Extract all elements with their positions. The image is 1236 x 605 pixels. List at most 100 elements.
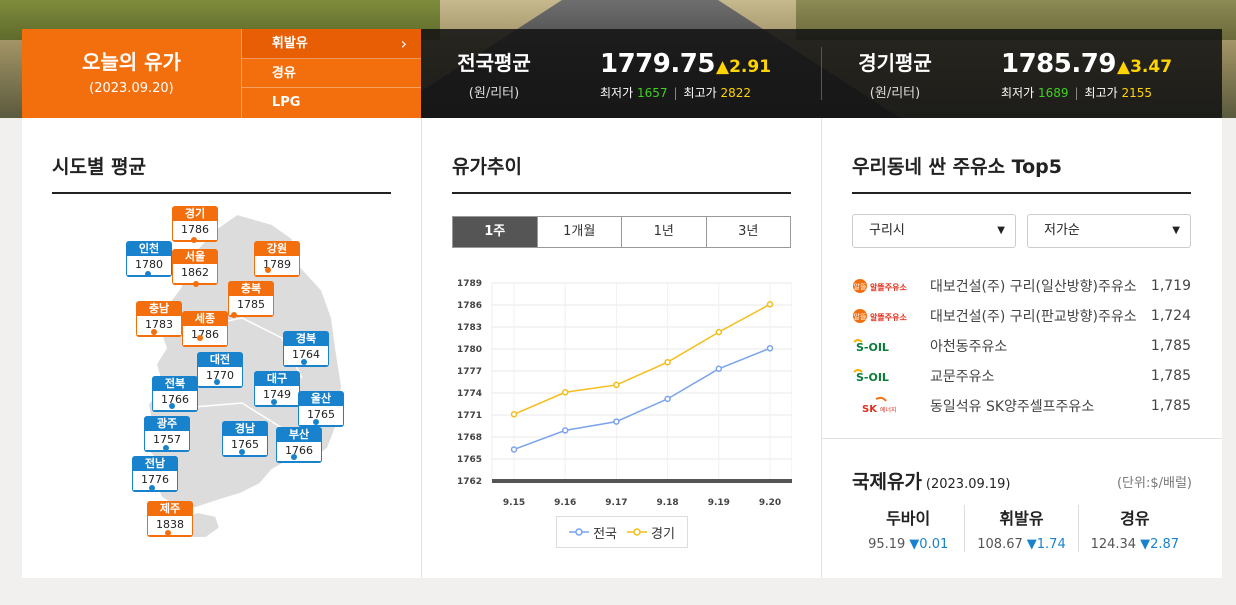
region-pin[interactable]: 충북 1785: [228, 281, 274, 317]
region-pin[interactable]: 부산 1766: [276, 427, 322, 463]
region-pin[interactable]: 울산 1765: [298, 391, 344, 427]
tab-diesel[interactable]: 경유: [241, 59, 421, 89]
region-pin[interactable]: 전남 1776: [132, 456, 178, 492]
region-pin-value: 1764: [284, 346, 328, 365]
region-pin-value: 1862: [173, 264, 217, 283]
region-pin-value: 1786: [173, 221, 217, 240]
station-row[interactable]: S-OIL 교문주유소 1,785: [852, 361, 1191, 391]
legend-item-national[interactable]: 전국: [569, 523, 617, 542]
cheap-station-section: 우리동네 싼 주유소 Top5 구리시 ▼ 저가순 ▼ 알뜰 알뜰주유소 대보건설(…: [822, 118, 1222, 578]
station-row[interactable]: S-OIL 아천동주유소 1,785: [852, 331, 1191, 361]
gyeonggi-average: 경기평균 (원/리터) 1785.79 ▲3.47 최저가 1689 | 최고가 2…: [822, 29, 1222, 118]
today-date: (2023.09.20): [89, 81, 174, 96]
region-pin[interactable]: 경남 1765: [222, 421, 268, 457]
intl-diesel-change: ▼2.87: [1140, 537, 1180, 552]
sort-select[interactable]: 저가순 ▼: [1027, 214, 1191, 248]
price-trend-section: 유가추이 1주 1개월 1년 3년 1762 1765 1768 1771 1774 17…: [422, 118, 822, 578]
intl-diesel-value: 124.34: [1090, 537, 1137, 552]
intl-gasoline-name: 휘발유: [999, 509, 1044, 528]
national-min-max: 최저가 1657 | 최고가 2822: [600, 84, 751, 101]
national-title: 전국평균: [457, 51, 531, 75]
region-pin[interactable]: 경북 1764: [283, 331, 329, 367]
x-tick-label: 9.15: [503, 498, 525, 508]
region-pin-name: 대구: [266, 372, 288, 385]
region-pin[interactable]: 충남 1783: [136, 301, 182, 337]
region-pin-dot: [149, 485, 155, 491]
national-unit: (원/리터): [468, 86, 520, 101]
region-select-value: 구리시: [869, 223, 905, 238]
tab-1-week[interactable]: 1주: [453, 217, 538, 247]
intl-title-group: 국제유가 (2023.09.19): [852, 467, 1011, 494]
region-pin[interactable]: 강원 1789: [254, 241, 300, 277]
tab-1-month[interactable]: 1개월: [538, 217, 622, 247]
region-pin[interactable]: 전북 1766: [152, 376, 198, 412]
region-pin-name: 전남: [144, 457, 166, 470]
region-pin[interactable]: 대전 1770: [197, 352, 243, 388]
region-pin-name: 광주: [156, 417, 178, 430]
intl-price-section: 국제유가 (2023.09.19) (단위:$/배럴) 두바이 95.19 ▼0.0…: [822, 438, 1222, 578]
region-pin[interactable]: 대구 1749: [254, 371, 300, 407]
region-pin-value: 1766: [153, 391, 197, 410]
data-point-gyeonggi: [664, 358, 671, 366]
chevron-right-icon: ›: [400, 34, 407, 53]
region-select[interactable]: 구리시 ▼: [852, 214, 1016, 248]
station-price: 1,719: [1150, 278, 1191, 294]
region-pin-dot: [214, 379, 220, 385]
intl-diesel-name: 경유: [1120, 509, 1150, 528]
intl-dubai-change: ▼0.01: [909, 537, 949, 552]
svg-text:알뜰주유소: 알뜰주유소: [870, 312, 907, 322]
tab-lpg[interactable]: LPG: [242, 88, 421, 118]
region-pin[interactable]: 경기 1786: [172, 206, 218, 242]
svg-text:에너지: 에너지: [880, 406, 897, 414]
tab-3-years[interactable]: 3년: [738, 224, 759, 239]
max-label: 최고가: [683, 86, 717, 100]
data-point-gyeonggi: [510, 411, 518, 418]
region-pin[interactable]: 세종 1786: [182, 311, 228, 347]
legend-item-gyeonggi[interactable]: 경기: [627, 523, 675, 542]
national-change: ▲2.91: [716, 57, 772, 77]
region-section-title: 시도별 평균: [52, 152, 391, 194]
region-pin-dot: [271, 399, 277, 405]
tab-gasoline[interactable]: 휘발유 ›: [241, 29, 421, 59]
intl-diesel-values: 124.34 ▼2.87: [1079, 537, 1191, 552]
region-pin-value: 1757: [145, 431, 189, 450]
tab-1-year[interactable]: 1년: [622, 217, 707, 247]
svg-text:S-OIL: S-OIL: [856, 371, 889, 384]
data-point-national: [766, 345, 774, 352]
intl-gasoline-value: 108.67: [977, 537, 1023, 552]
gyeonggi-value: 1785.79: [1001, 49, 1116, 79]
max-label: 최고가: [1084, 86, 1118, 100]
y-tick-label: 1783: [457, 323, 482, 333]
station-row[interactable]: 알뜰 알뜰주유소 대보건설(주) 구리(일산방향)주유소 1,719: [852, 271, 1191, 301]
station-row[interactable]: SK 에너지 동일석유 SK양주셀프주유소 1,785: [852, 391, 1191, 421]
region-pin-dot: [191, 237, 197, 243]
station-name: 아천동주유소: [930, 339, 1008, 355]
region-pin-value: 1786: [183, 326, 227, 345]
trend-chart-svg: 1762 1765 1768 1771 1774 1777 1780 1783 1786 1789…: [457, 279, 793, 508]
sort-select-value: 저가순: [1044, 223, 1080, 238]
tab-lpg-label: LPG: [271, 95, 301, 111]
intl-unit: (단위:$/배럴): [1116, 476, 1192, 491]
region-pin-value: 1765: [223, 436, 267, 455]
region-pin[interactable]: 인천 1780: [126, 241, 172, 277]
y-tick-label: 1765: [457, 455, 482, 465]
data-point-national: [510, 446, 518, 453]
region-pin-value: 1749: [255, 386, 299, 405]
region-pin-name: 경남: [234, 422, 256, 435]
y-tick-label: 1771: [457, 411, 482, 421]
intl-gasoline-change: ▼1.74: [1026, 537, 1066, 552]
region-pin-name: 제주: [159, 502, 181, 515]
station-row[interactable]: 알뜰 알뜰주유소 대보건설(주) 구리(판교방향)주유소 1,724: [852, 301, 1191, 331]
region-pin-name: 전북: [164, 377, 186, 390]
intl-gasoline-values: 108.67 ▼1.74: [965, 537, 1077, 552]
region-pin-dot: [231, 312, 237, 318]
station-price: 1,785: [1150, 368, 1191, 384]
region-pin-value: 1783: [137, 316, 181, 335]
region-pin-name: 세종: [194, 312, 216, 325]
intl-gasoline: 휘발유 108.67 ▼1.74: [965, 505, 1079, 552]
altteul-logo-icon: 알뜰 알뜰주유소: [852, 276, 930, 296]
region-pin[interactable]: 서울 1862: [172, 249, 218, 285]
x-tick-label: 9.19: [708, 498, 730, 508]
x-tick-label: 9.17: [605, 498, 627, 508]
region-pin[interactable]: 제주 1838: [147, 501, 193, 537]
